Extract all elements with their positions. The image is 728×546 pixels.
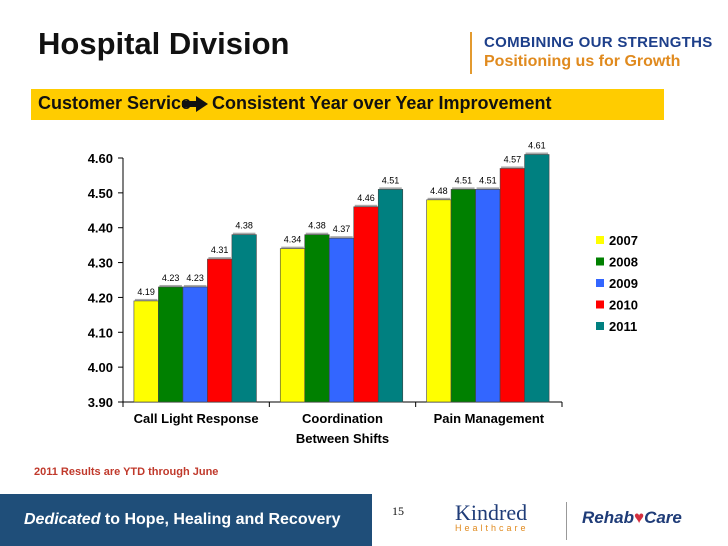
rehabcare-logo: Rehab♥Care	[582, 508, 682, 528]
arrow-right-icon	[182, 96, 208, 117]
data-label: 4.61	[528, 141, 546, 151]
subtitle-banner: Customer Service Consistent Year over Ye…	[31, 89, 664, 120]
data-label: 4.31	[211, 245, 229, 255]
bar	[377, 189, 404, 403]
data-label: 4.51	[479, 175, 497, 185]
legend-label: 2011	[609, 319, 637, 334]
tagline-rest: to Hope, Healing and Recovery	[100, 511, 341, 528]
data-label: 4.19	[137, 287, 155, 297]
data-label: 4.23	[186, 273, 204, 283]
bar-top-shade	[330, 236, 353, 239]
header-divider	[470, 32, 472, 74]
bar	[499, 168, 525, 403]
legend-swatch	[596, 236, 604, 244]
footer-tagline: Dedicated to Hope, Healing and Recovery	[24, 511, 341, 529]
bar-top-shade	[134, 298, 158, 301]
legend-swatch	[596, 300, 604, 309]
legend-label: 2010	[609, 298, 638, 313]
data-label: 4.57	[504, 154, 522, 164]
bar	[353, 206, 379, 403]
y-tick-label: 4.40	[88, 221, 113, 236]
bar-top-shade	[379, 187, 402, 190]
kindred-logo-sub: Healthcare	[455, 523, 529, 533]
kindred-logo: Kindred Healthcare	[455, 500, 565, 540]
kindred-logo-name: Kindred	[455, 500, 528, 525]
bar-top-shade	[159, 284, 182, 287]
header-line-2: Positioning us for Growth	[484, 53, 681, 70]
page-number: 15	[392, 504, 404, 518]
banner-right-text: Consistent Year over Year Improvement	[212, 93, 552, 113]
bar-top-shade	[476, 187, 500, 190]
x-tick-label: Call Light Response	[134, 411, 259, 426]
slide-title: Hospital Division	[38, 26, 290, 61]
bar-top-shade	[183, 284, 207, 287]
x-tick-label: Coordination	[302, 411, 383, 426]
bar	[524, 154, 550, 403]
bar-top-shade	[232, 232, 256, 235]
legend-label: 2008	[609, 255, 638, 270]
legend-swatch	[596, 257, 604, 266]
logo-divider	[566, 502, 567, 540]
x-tick-label: Pain Management	[434, 411, 545, 426]
bar	[133, 300, 159, 403]
data-label: 4.51	[382, 175, 400, 185]
data-label: 4.34	[284, 235, 302, 245]
bar	[450, 189, 476, 403]
data-label: 4.46	[357, 193, 375, 203]
bar-top-shade	[354, 204, 378, 207]
tagline-italic: Dedicated	[24, 511, 101, 528]
bar	[158, 286, 184, 403]
data-label: 4.51	[455, 175, 473, 185]
header-tagline: COMBINING OUR STRENGTHS Positioning us f…	[484, 34, 713, 71]
data-label: 4.38	[308, 221, 326, 231]
header-line-1: COMBINING OUR STRENGTHS	[484, 34, 713, 51]
data-label: 4.37	[333, 224, 351, 234]
y-tick-label: 4.30	[88, 256, 113, 271]
bar	[304, 234, 330, 403]
bar	[475, 189, 501, 403]
bar	[279, 248, 306, 403]
rehab-logo-right: Care	[644, 508, 682, 527]
x-tick-label: Between Shifts	[296, 431, 389, 446]
bar-top-shade	[305, 232, 329, 235]
heart-icon: ♥	[633, 508, 645, 527]
data-label: 4.38	[235, 221, 253, 231]
bar	[231, 234, 257, 403]
y-tick-label: 4.00	[88, 360, 113, 375]
bar-top-shade	[208, 257, 231, 260]
y-tick-label: 4.10	[88, 325, 113, 340]
bar-top-shade	[501, 166, 524, 169]
bar	[182, 286, 208, 403]
data-label: 4.23	[162, 273, 180, 283]
legend-label: 2009	[609, 276, 638, 291]
footnote: 2011 Results are YTD through June	[34, 466, 219, 478]
bar-top-shade	[525, 152, 549, 155]
bar	[328, 237, 355, 403]
y-tick-label: 3.90	[88, 395, 113, 410]
legend-label: 2007	[609, 233, 638, 248]
bar	[426, 199, 452, 403]
footer-bar	[0, 494, 372, 546]
rehab-logo-left: Rehab	[582, 508, 634, 527]
y-tick-label: 4.60	[88, 151, 113, 166]
legend-swatch	[596, 322, 604, 330]
banner-left-text: Customer Service	[38, 93, 192, 113]
y-tick-label: 4.50	[88, 186, 113, 201]
bar-top-shade	[281, 246, 304, 249]
legend-swatch	[596, 279, 604, 287]
bar	[207, 258, 233, 403]
bar-top-shade	[427, 197, 451, 200]
bar-top-shade	[452, 187, 475, 190]
data-label: 4.48	[430, 186, 448, 196]
y-tick-label: 4.20	[88, 290, 113, 305]
